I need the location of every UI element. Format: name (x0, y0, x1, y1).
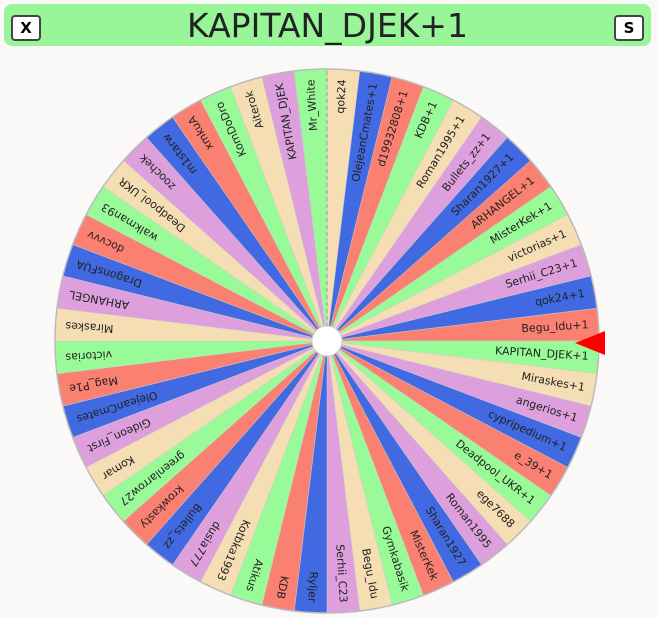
segment-label: Miraskes (65, 319, 114, 335)
hub (311, 325, 343, 357)
segment-label: qok24 (334, 79, 349, 114)
segment-label: victorias (65, 348, 113, 364)
spin-button[interactable]: S (614, 15, 644, 41)
segment-label: KDB (274, 575, 291, 600)
title-bar: X KAPITAN_DJEK+1 S (4, 4, 651, 46)
title: KAPITAN_DJEK+1 (187, 6, 468, 45)
segment-label: Begu_Idu+1 (521, 318, 589, 335)
segment-label: Ryljer (305, 571, 320, 603)
segment-label: Serhii_C23 (333, 544, 349, 603)
pointer (575, 331, 605, 355)
segment-label: Mr_White (304, 79, 320, 131)
close-button[interactable]: X (11, 15, 41, 41)
segment-label: KAPITAN_DJEK+1 (495, 344, 589, 363)
